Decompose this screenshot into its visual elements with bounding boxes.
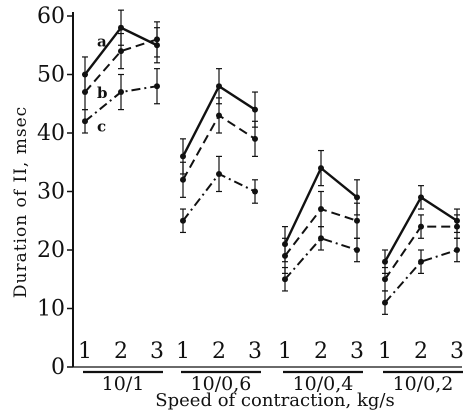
y-tick-label: 20 — [37, 238, 65, 263]
data-point — [154, 36, 160, 43]
series-label-c: c — [97, 117, 106, 135]
data-point — [382, 276, 388, 283]
data-point — [252, 188, 258, 195]
data-point — [418, 258, 424, 265]
x-tick-label: 2 — [314, 339, 328, 364]
series-label-b: b — [97, 84, 108, 102]
y-tick-label: 0 — [51, 355, 65, 380]
x-tick-label: 1 — [78, 339, 92, 364]
data-point — [282, 276, 288, 283]
data-point — [318, 165, 324, 172]
data-point — [318, 235, 324, 242]
group-label: 10/0,2 — [393, 373, 454, 395]
series-label-a: a — [97, 33, 107, 51]
data-point — [82, 118, 88, 125]
x-tick-label: 1 — [278, 339, 292, 364]
data-point — [354, 217, 360, 224]
x-tick-label: 3 — [350, 339, 364, 364]
data-point — [180, 217, 186, 224]
x-tick-label: 3 — [248, 339, 262, 364]
y-ticks: 0 10 20 30 40 50 60 — [37, 4, 73, 380]
data-point — [118, 89, 124, 96]
data-point — [216, 170, 222, 177]
x-axis-layer: 1 2 310/11 2 310/0,61 2 310/0,41 2 310/0,2 — [78, 339, 464, 395]
x-tick-label: 3 — [450, 339, 464, 364]
data-point — [418, 223, 424, 230]
x-axis-title: Speed of contraction, kg/s — [155, 390, 394, 411]
data-point — [180, 176, 186, 183]
data-point — [382, 299, 388, 306]
series-layer: a bc — [82, 9, 460, 315]
y-tick-label: 30 — [37, 180, 65, 205]
data-point — [180, 153, 186, 160]
data-point — [216, 83, 222, 90]
data-point — [454, 247, 460, 253]
data-point — [118, 24, 124, 31]
y-axis-title: Duration of II, msec — [11, 106, 31, 298]
y-tick-label: 40 — [37, 121, 65, 146]
data-point — [282, 252, 288, 259]
data-point — [252, 135, 258, 142]
group-label: 10/0,6 — [191, 373, 252, 395]
x-tick-label: 2 — [212, 339, 226, 364]
y-tick-label: 60 — [37, 4, 65, 29]
data-point — [154, 83, 160, 90]
series-c-line — [384, 249, 458, 304]
data-point — [82, 89, 88, 96]
x-tick-label: 2 — [414, 339, 428, 364]
group-label: 10/1 — [102, 373, 145, 395]
data-point — [354, 247, 360, 253]
group-label: 10/0,4 — [293, 373, 354, 395]
x-tick-label: 3 — [150, 339, 164, 364]
series-a — [82, 9, 460, 274]
x-tick-label: 1 — [378, 339, 392, 364]
y-tick-label: 10 — [37, 297, 65, 322]
data-point — [454, 223, 460, 230]
data-point — [252, 106, 258, 113]
y-tick-label: 50 — [37, 63, 65, 88]
series-c — [82, 68, 460, 315]
x-tick-label: 2 — [114, 339, 128, 364]
series-c-line — [284, 237, 358, 280]
axes — [72, 12, 462, 368]
series-b — [82, 21, 460, 292]
series-b-line — [84, 38, 158, 93]
data-point — [418, 194, 424, 201]
data-point — [382, 258, 388, 265]
data-point — [318, 206, 324, 213]
data-point — [118, 48, 124, 55]
data-point — [354, 194, 360, 201]
data-point — [216, 112, 222, 119]
x-tick-label: 1 — [176, 339, 190, 364]
